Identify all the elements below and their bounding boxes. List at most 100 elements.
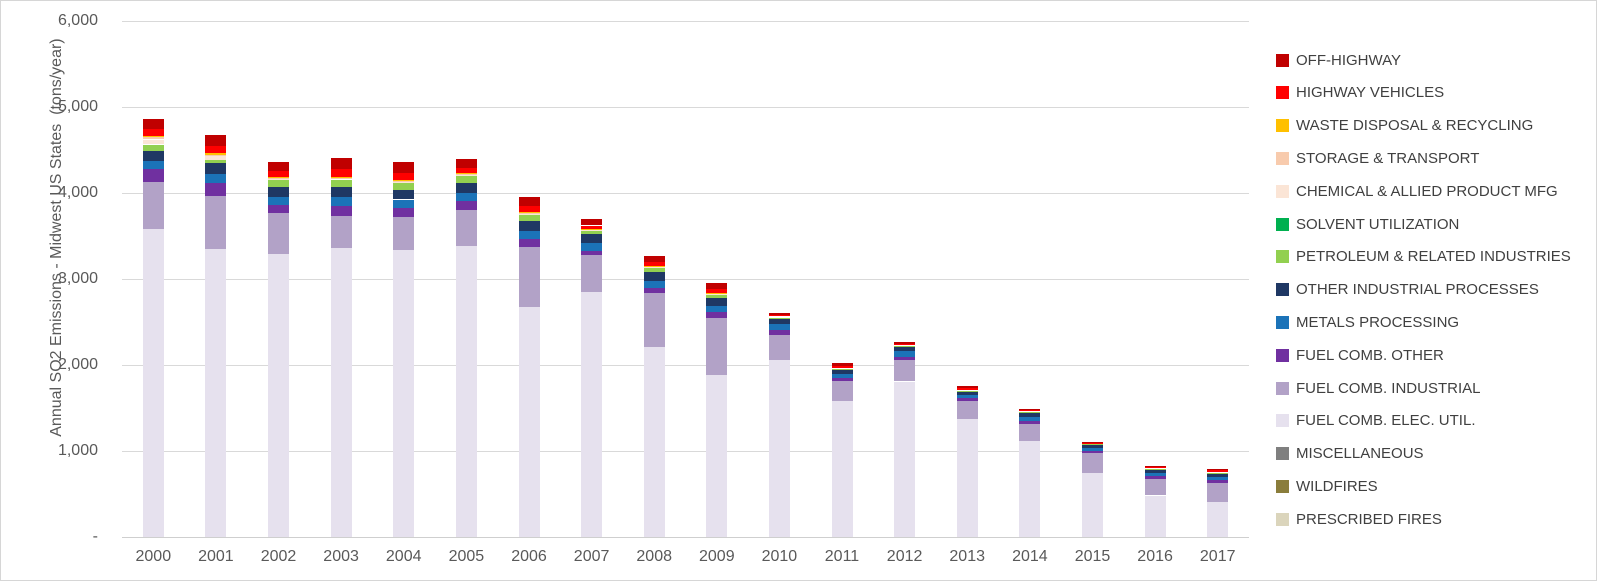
bar-segment-2016-fuel-comb-industrial: [1144, 478, 1166, 496]
bar-segment-2014-off-highway: [1019, 408, 1041, 411]
bar-segment-2008-fuel-comb-other: [643, 287, 665, 293]
bar-segment-2003-highway-vehicles: [330, 169, 352, 177]
legend-label-chemical-allied-product-mfg: CHEMICAL & ALLIED PRODUCT MFG: [1296, 182, 1558, 200]
bar-segment-2002-metals-processing: [268, 197, 289, 206]
legend-label-metals-processing: METALS PROCESSING: [1296, 313, 1460, 331]
bar-segment-2012-other-industrial-processes: [894, 347, 916, 352]
bar-segment-2011-fuel-comb-other: [831, 377, 853, 382]
bar-segment-2011-petroleum-related-industries: [831, 368, 853, 370]
bar-segment-2005-fuel-comb-elec-util: [455, 246, 477, 537]
y-tick-label-3000: 3,000: [57, 270, 98, 287]
legend-label-waste-disposal-recycling: WASTE DISPOSAL & RECYCLING: [1296, 117, 1534, 135]
y-tick-label-6000: 6,000: [57, 12, 98, 29]
bar-segment-2004-waste-disposal-recycling: [393, 179, 415, 181]
bar-segment-2014-petroleum-related-industries: [1019, 412, 1041, 413]
bar-segment-2013-other-industrial-processes: [956, 392, 978, 395]
legend-item-other-industrial-processes: OTHER INDUSTRIAL PROCESSES: [1276, 280, 1539, 300]
x-axis-label-2017: 2017: [1199, 548, 1236, 565]
legend-swatch-miscellaneous: [1276, 447, 1289, 461]
legend-item-waste-disposal-recycling: WASTE DISPOSAL & RECYCLING: [1276, 116, 1533, 136]
bar-segment-2006-fuel-comb-other: [518, 238, 540, 247]
x-axis-label-2007: 2007: [573, 548, 610, 565]
bar-segment-2011-other-industrial-processes: [831, 369, 853, 374]
bar-segment-2011-metals-processing: [831, 373, 853, 378]
bar-segment-2010-other-industrial-processes: [768, 318, 790, 325]
bar-segment-2013-highway-vehicles: [956, 388, 978, 390]
bar-segment-2013-fuel-comb-industrial: [956, 400, 978, 419]
bar-segment-2011-fuel-comb-elec-util: [831, 401, 853, 537]
bar-segment-2010-off-highway: [768, 312, 790, 315]
bar-segment-2009-fuel-comb-other: [706, 311, 728, 318]
bar-segment-2003-chemical-allied-product-mfg: [330, 178, 352, 180]
bar-segment-2002-fuel-comb-industrial: [268, 212, 289, 254]
bar-segment-2004-other-industrial-processes: [393, 189, 415, 200]
bar-segment-2015-petroleum-related-industries: [1082, 444, 1103, 446]
legend-swatch-storage-transport: [1276, 151, 1289, 165]
bar-segment-2009-chemical-allied-product-mfg: [706, 294, 728, 295]
legend-item-storage-transport: STORAGE & TRANSPORT: [1276, 148, 1479, 168]
x-axis-label-2015: 2015: [1074, 548, 1111, 565]
gridline-4000: [122, 193, 1249, 194]
bar-segment-2006-fuel-comb-industrial: [518, 246, 540, 307]
legend-swatch-metals-processing: [1276, 315, 1289, 329]
bar-segment-2007-off-highway: [581, 218, 603, 226]
bar-segment-2009-fuel-comb-industrial: [706, 317, 728, 375]
legend-item-fuel-comb-elec-util: FUEL COMB. ELEC. UTIL.: [1276, 411, 1475, 431]
x-axis-label-2001: 2001: [198, 548, 234, 565]
bar-segment-2014-fuel-comb-elec-util: [1019, 441, 1041, 537]
bar-segment-2010-fuel-comb-industrial: [768, 335, 790, 360]
bar-segment-2005-petroleum-related-industries: [455, 175, 477, 183]
legend-item-chemical-allied-product-mfg: CHEMICAL & ALLIED PRODUCT MFG: [1276, 181, 1558, 201]
bar-segment-2017-fuel-comb-industrial: [1207, 483, 1229, 502]
bar-segment-2006-metals-processing: [518, 230, 540, 239]
bar-segment-2003-other-industrial-processes: [330, 187, 352, 198]
bar-segment-2004-off-highway: [393, 162, 415, 173]
bar-segment-2005-chemical-allied-product-mfg: [455, 174, 477, 176]
bar-segment-2007-highway-vehicles: [581, 225, 603, 230]
x-axis-label-2005: 2005: [448, 548, 485, 565]
bar-segment-2003-off-highway: [330, 157, 352, 170]
legend-swatch-petroleum-related-industries: [1276, 250, 1289, 264]
x-axis-label-2011: 2011: [824, 548, 860, 565]
bar-segment-2012-highway-vehicles: [894, 343, 916, 345]
bar-segment-2002-highway-vehicles: [268, 170, 289, 178]
bar-segment-2008-chemical-allied-product-mfg: [643, 266, 665, 268]
bar-segment-2010-petroleum-related-industries: [768, 317, 790, 319]
legend-swatch-fuel-comb-other: [1276, 348, 1289, 362]
bar-segment-2001-other-industrial-processes: [205, 163, 227, 175]
bar-segment-2005-fuel-comb-other: [455, 201, 477, 211]
legend-swatch-chemical-allied-product-mfg: [1276, 184, 1289, 198]
bar-segment-2008-metals-processing: [643, 280, 665, 288]
bar-segment-2003-waste-disposal-recycling: [330, 176, 352, 178]
bar-segment-2007-fuel-comb-industrial: [581, 254, 603, 293]
bar-segment-2005-waste-disposal-recycling: [455, 172, 477, 174]
bar-segment-2001-highway-vehicles: [205, 145, 227, 154]
legend-label-fuel-comb-elec-util: FUEL COMB. ELEC. UTIL.: [1296, 412, 1476, 430]
bar-segment-2007-fuel-comb-elec-util: [581, 292, 603, 537]
bar-segment-2010-fuel-comb-elec-util: [768, 360, 790, 537]
bar-segment-2001-fuel-comb-other: [205, 183, 227, 197]
bar-segment-2003-metals-processing: [330, 197, 352, 207]
bar-segment-2012-petroleum-related-industries: [894, 346, 916, 348]
y-tick-label-5000: 5,000: [57, 98, 98, 115]
bar-segment-2001-waste-disposal-recycling: [205, 153, 227, 155]
legend-swatch-waste-disposal-recycling: [1276, 119, 1289, 133]
bar-segment-2016-petroleum-related-industries: [1144, 468, 1166, 470]
bar-segment-2013-fuel-comb-elec-util: [956, 418, 978, 537]
bar-segment-2000-fuel-comb-elec-util: [142, 228, 164, 537]
bar-segment-2009-fuel-comb-elec-util: [706, 375, 728, 537]
legend-label-storage-transport: STORAGE & TRANSPORT: [1296, 149, 1480, 167]
bar-segment-2016-off-highway: [1144, 465, 1166, 467]
x-axis-label-2006: 2006: [511, 548, 547, 565]
bar-segment-2001-off-highway: [205, 135, 227, 146]
legend-label-fuel-comb-other: FUEL COMB. OTHER: [1296, 346, 1444, 364]
legend-label-fuel-comb-industrial: FUEL COMB. INDUSTRIAL: [1296, 379, 1481, 397]
bar-segment-2014-metals-processing: [1019, 417, 1041, 422]
bar-segment-2000-waste-disposal-recycling: [142, 135, 164, 138]
bar-segment-2006-fuel-comb-elec-util: [518, 307, 540, 537]
bar-segment-2005-storage-transport: [455, 173, 477, 175]
legend-swatch-highway-vehicles: [1276, 86, 1289, 100]
bar-segment-2000-fuel-comb-other: [142, 169, 164, 183]
bar-segment-2006-off-highway: [518, 196, 540, 207]
